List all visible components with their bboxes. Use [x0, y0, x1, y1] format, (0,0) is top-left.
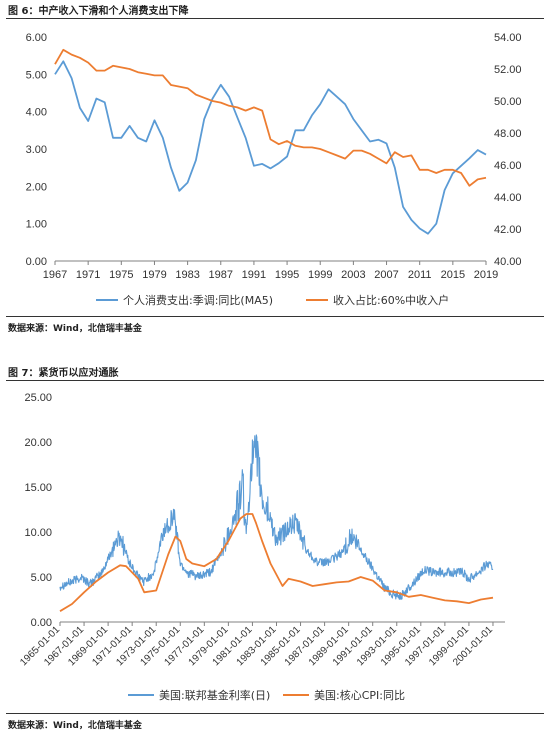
legend-label: 美国:核心CPI:同比 — [314, 688, 405, 702]
x-tick-label: 1979 — [142, 269, 166, 281]
series-line-core-cpi — [59, 513, 494, 612]
y-tick-label: 25.00 — [24, 392, 52, 404]
legend-label: 个人消费支出:季调:同比(MA5) — [123, 293, 273, 307]
series-line-consumption — [54, 60, 487, 235]
y-tick-label: 10.00 — [24, 527, 52, 539]
y-left-tick-label: 6.00 — [26, 32, 47, 44]
x-tick-label: 2003 — [341, 269, 365, 281]
y-left-tick-label: 0.00 — [26, 256, 47, 268]
series-line-income-share — [54, 48, 487, 187]
x-tick-label: 2011 — [408, 269, 432, 281]
chart-fed-funds-core-cpi: 1965-01-011967-01-011969-01-011971-01-01… — [18, 392, 505, 702]
y-left-tick-label: 4.00 — [26, 107, 47, 119]
y-right-tick-label: 44.00 — [494, 192, 522, 204]
x-tick-label: 1967 — [43, 269, 67, 281]
y-right-tick-label: 48.00 — [494, 128, 522, 140]
x-tick-label: 2019 — [474, 269, 498, 281]
figure-6-title: 图 6：中产收入下滑和个人消费支出下降 — [8, 6, 189, 17]
y-right-tick-label: 42.00 — [494, 224, 522, 236]
y-left-tick-label: 3.00 — [26, 144, 47, 156]
figure-7-title: 图 7：紧货币以应对通胀 — [8, 368, 119, 379]
chart-income-consumption: 1967 1971 1975 1979 1983 1987 1991 1995 1999 2003… — [26, 32, 522, 307]
series-line-fed-funds-rate — [59, 434, 494, 601]
figure-6-title-rule — [6, 18, 544, 19]
figure-6-source-rule — [6, 316, 544, 317]
x-tick-label: 1999 — [308, 269, 332, 281]
x-tick-label: 2007 — [374, 269, 398, 281]
figure-7-source: 数据来源：Wind，北信瑞丰基金 — [8, 721, 142, 731]
figure-7-title-rule — [6, 380, 544, 381]
legend-label: 美国:联邦基金利率(日) — [159, 688, 270, 702]
legend-label: 收入占比:60%中收入户 — [333, 293, 449, 307]
y-left-tick-label: 2.00 — [26, 181, 47, 193]
y-tick-label: 20.00 — [24, 437, 52, 449]
x-tick-label: 1991 — [242, 269, 266, 281]
y-right-tick-label: 52.00 — [494, 64, 522, 76]
x-tick-label: 1971 — [76, 269, 100, 281]
x-tick-label: 1987 — [209, 269, 233, 281]
x-tick-label: 1995 — [275, 269, 299, 281]
x-tick-label: 2015 — [441, 269, 465, 281]
y-left-tick-label: 5.00 — [26, 69, 47, 81]
y-tick-label: 5.00 — [31, 572, 52, 584]
figure-7-source-rule — [6, 713, 544, 714]
y-right-tick-label: 46.00 — [494, 160, 522, 172]
y-right-tick-label: 40.00 — [494, 256, 522, 268]
x-tick-label: 1983 — [175, 269, 199, 281]
figure-6-source: 数据来源：Wind，北信瑞丰基金 — [8, 324, 142, 334]
y-tick-label: 15.00 — [24, 482, 52, 494]
x-tick-label: 1975 — [109, 269, 133, 281]
y-right-tick-label: 54.00 — [494, 32, 522, 44]
y-right-tick-label: 50.00 — [494, 96, 522, 108]
y-left-tick-label: 1.00 — [26, 219, 47, 231]
y-tick-label: 0.00 — [31, 617, 52, 629]
